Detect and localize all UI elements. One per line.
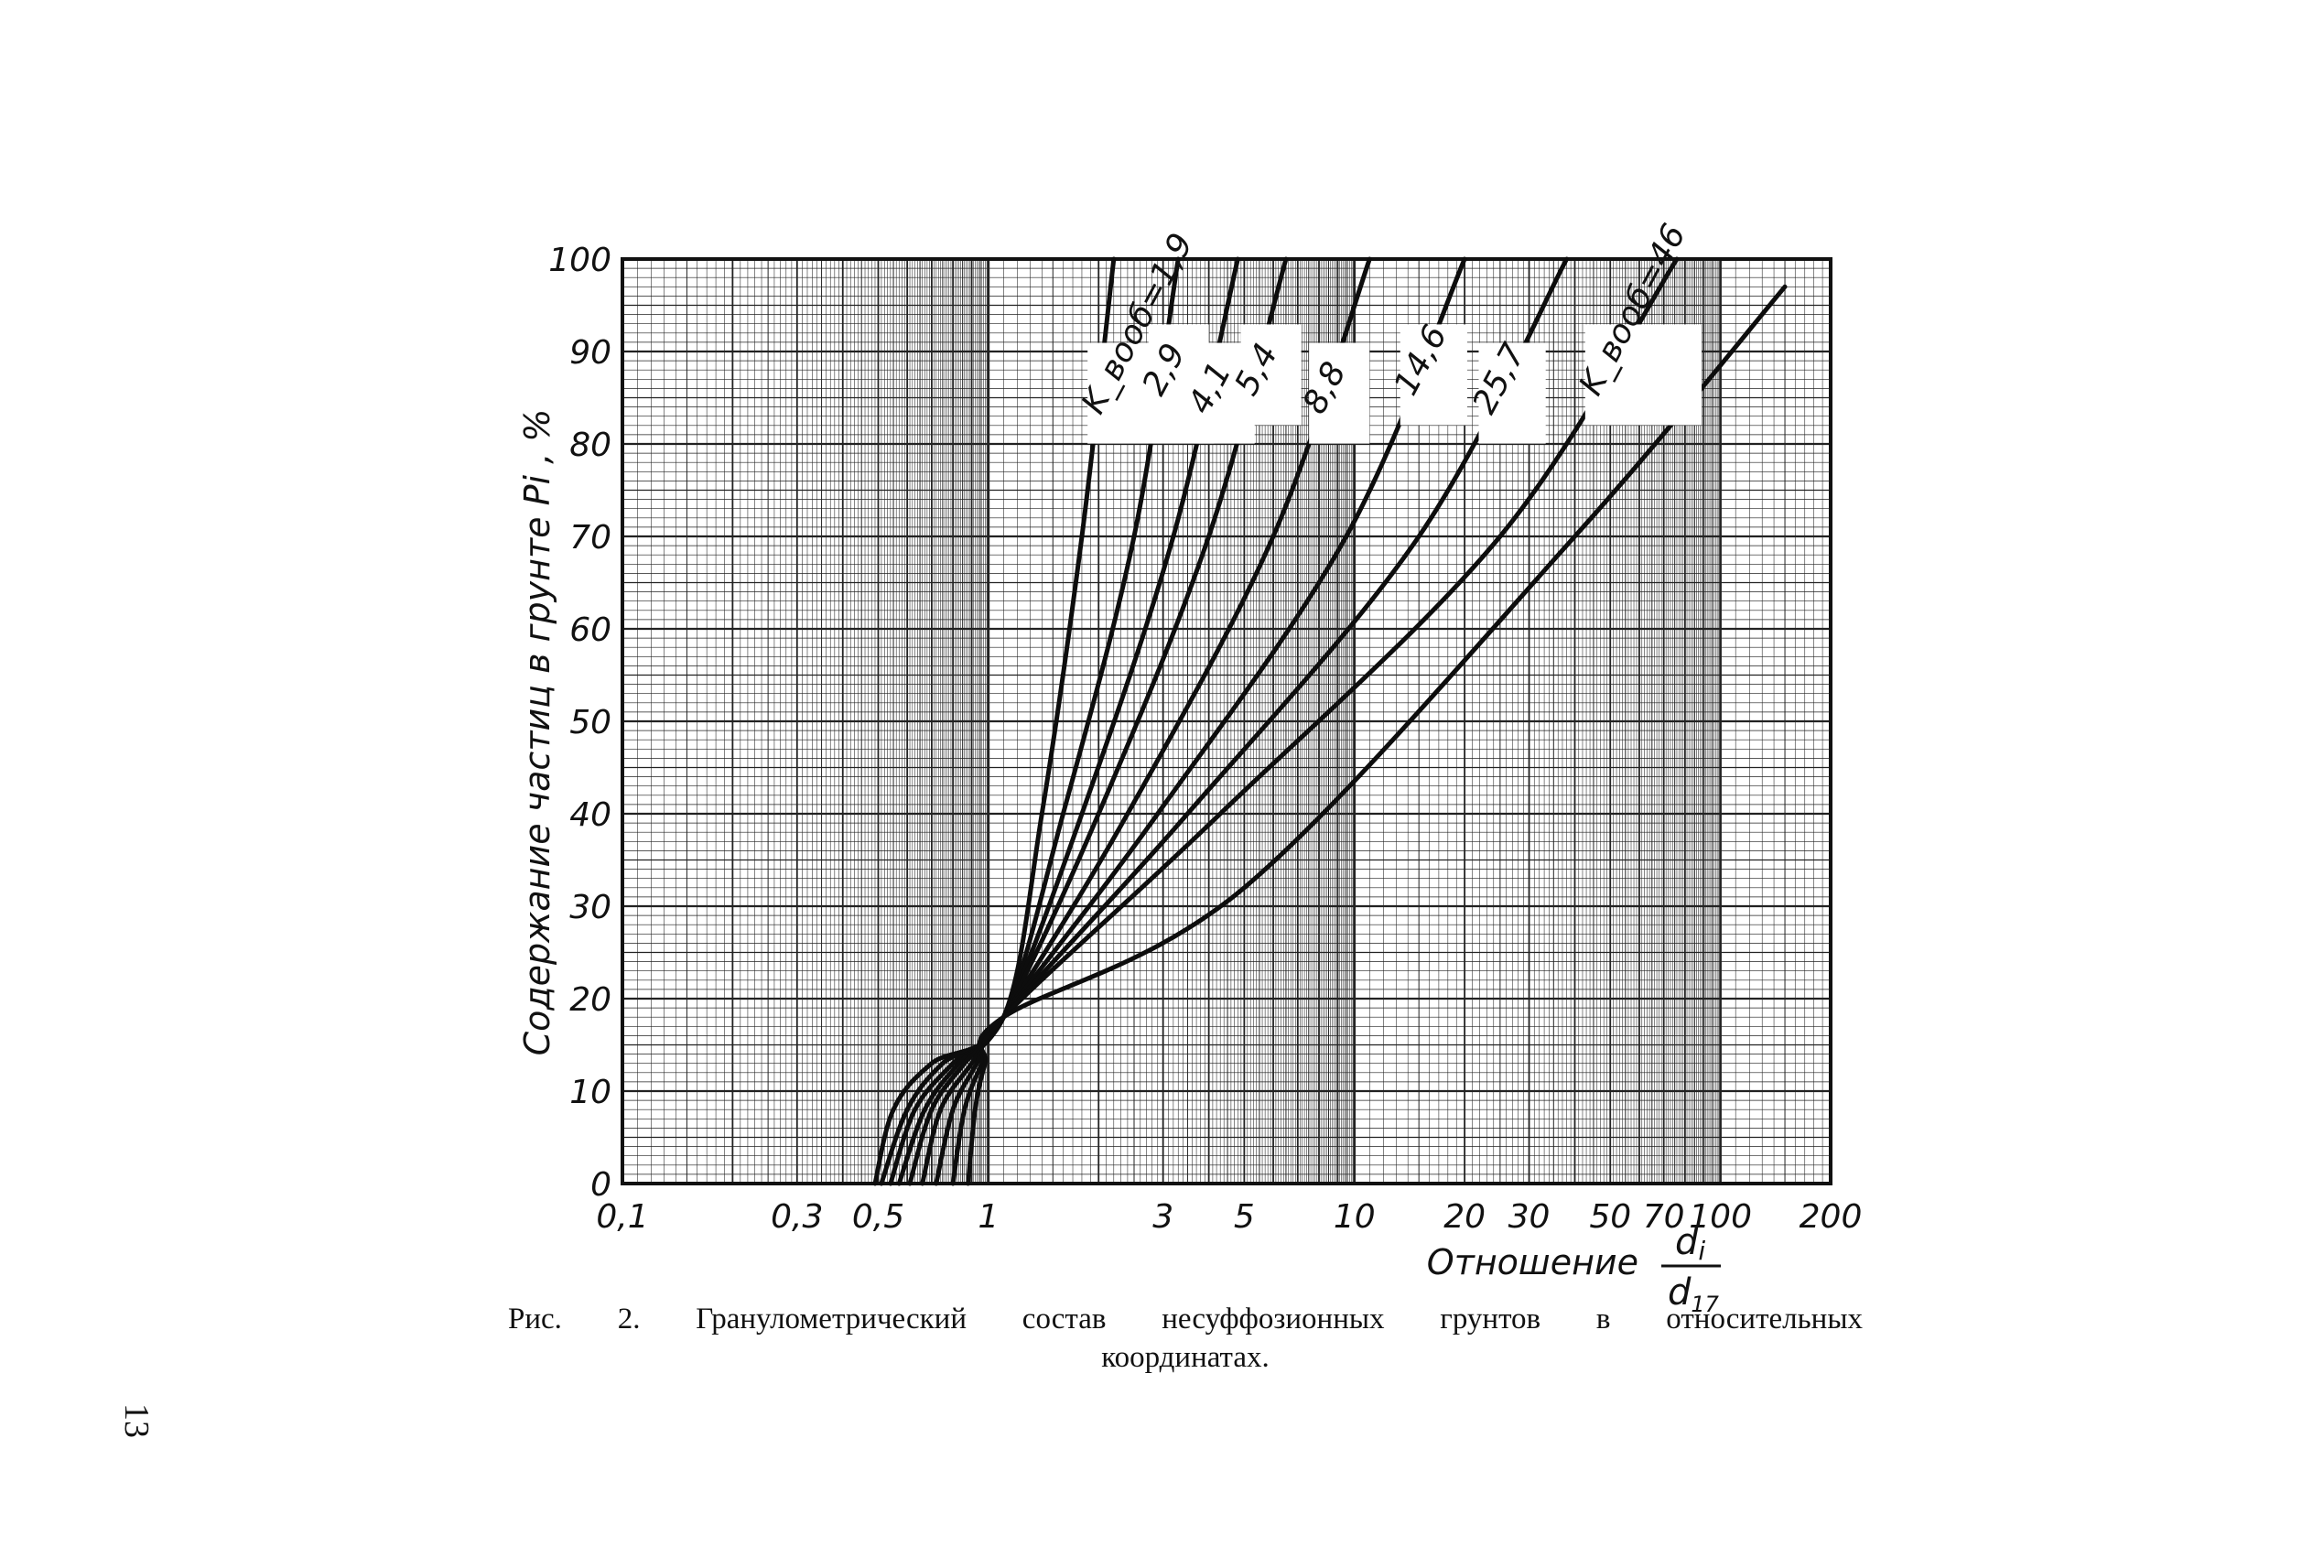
x-axis-label: Отношение [1427, 1242, 1638, 1282]
x-tick-label: 30 [1508, 1198, 1551, 1236]
curve-label-background [1400, 324, 1467, 426]
x-tick-label: 70 [1643, 1198, 1685, 1236]
x-tick-label: 5 [1234, 1198, 1255, 1236]
curve-label-background [1478, 342, 1546, 444]
curve-label-background [1309, 342, 1370, 444]
page-number: 13 [117, 1403, 156, 1438]
x-tick-label: 1 [978, 1198, 999, 1236]
caption-line-2: координатах. [1101, 1341, 1270, 1374]
series-line-7 [934, 256, 1570, 1186]
y-tick-label: 70 [569, 519, 611, 557]
curve-label-background [1584, 324, 1702, 426]
x-tick-label: 100 [1689, 1198, 1752, 1236]
y-tick-label: 40 [569, 796, 611, 834]
x-tick-labels: 0,1 0,3 0,5 1 3 5 10 20 30 50 70 100 200 [596, 1198, 1862, 1236]
y-tick-label: 50 [569, 704, 611, 741]
x-fraction-numerator: di [1675, 1221, 1705, 1266]
curve-label-layer: K_вооб=1,92,94,15,4 8,8 14,6 25,7 K_вооб=46 [1075, 218, 1702, 444]
series-line-1 [872, 256, 1117, 1186]
x-tick-label: 10 [1334, 1198, 1376, 1236]
series-line-3 [888, 256, 1240, 1186]
x-tick-label: 200 [1800, 1198, 1863, 1236]
series-line-4 [896, 256, 1289, 1186]
y-tick-label: 0 [590, 1166, 611, 1204]
x-tick-label: 0,5 [852, 1198, 904, 1236]
curve-label-background [1240, 324, 1302, 426]
y-tick-label: 100 [548, 242, 611, 279]
y-tick-label: 90 [569, 334, 611, 372]
x-tick-label: 20 [1443, 1198, 1486, 1236]
caption-line-1: Рис. 2. Гранулометрический состав несуфф… [508, 1303, 1863, 1336]
y-tick-label: 20 [569, 981, 611, 1019]
series-layer [872, 256, 1788, 1186]
series-line-6 [920, 256, 1467, 1186]
figure-caption: Рис. 2. Гранулометрический состав несуфф… [508, 1300, 1863, 1377]
series-line-2 [879, 256, 1181, 1186]
plot-frame [621, 257, 1832, 1185]
y-tick-label: 10 [569, 1074, 611, 1111]
x-tick-label: 50 [1589, 1198, 1631, 1236]
y-tick-label: 30 [569, 889, 611, 926]
x-tick-label: 3 [1152, 1198, 1173, 1236]
y-axis-label: Содержание частиц в грунте Pi , % [517, 409, 557, 1056]
series-line-8 [950, 256, 1680, 1186]
x-tick-label: 0,3 [771, 1198, 823, 1236]
y-tick-labels: 0 10 20 30 40 50 60 70 80 90 100 [548, 242, 611, 1204]
y-tick-label: 80 [569, 427, 611, 464]
series-line-9 [966, 284, 1788, 1186]
y-tick-label: 60 [569, 611, 611, 649]
x-tick-label: 0,1 [596, 1198, 648, 1236]
series-line-5 [907, 256, 1372, 1186]
